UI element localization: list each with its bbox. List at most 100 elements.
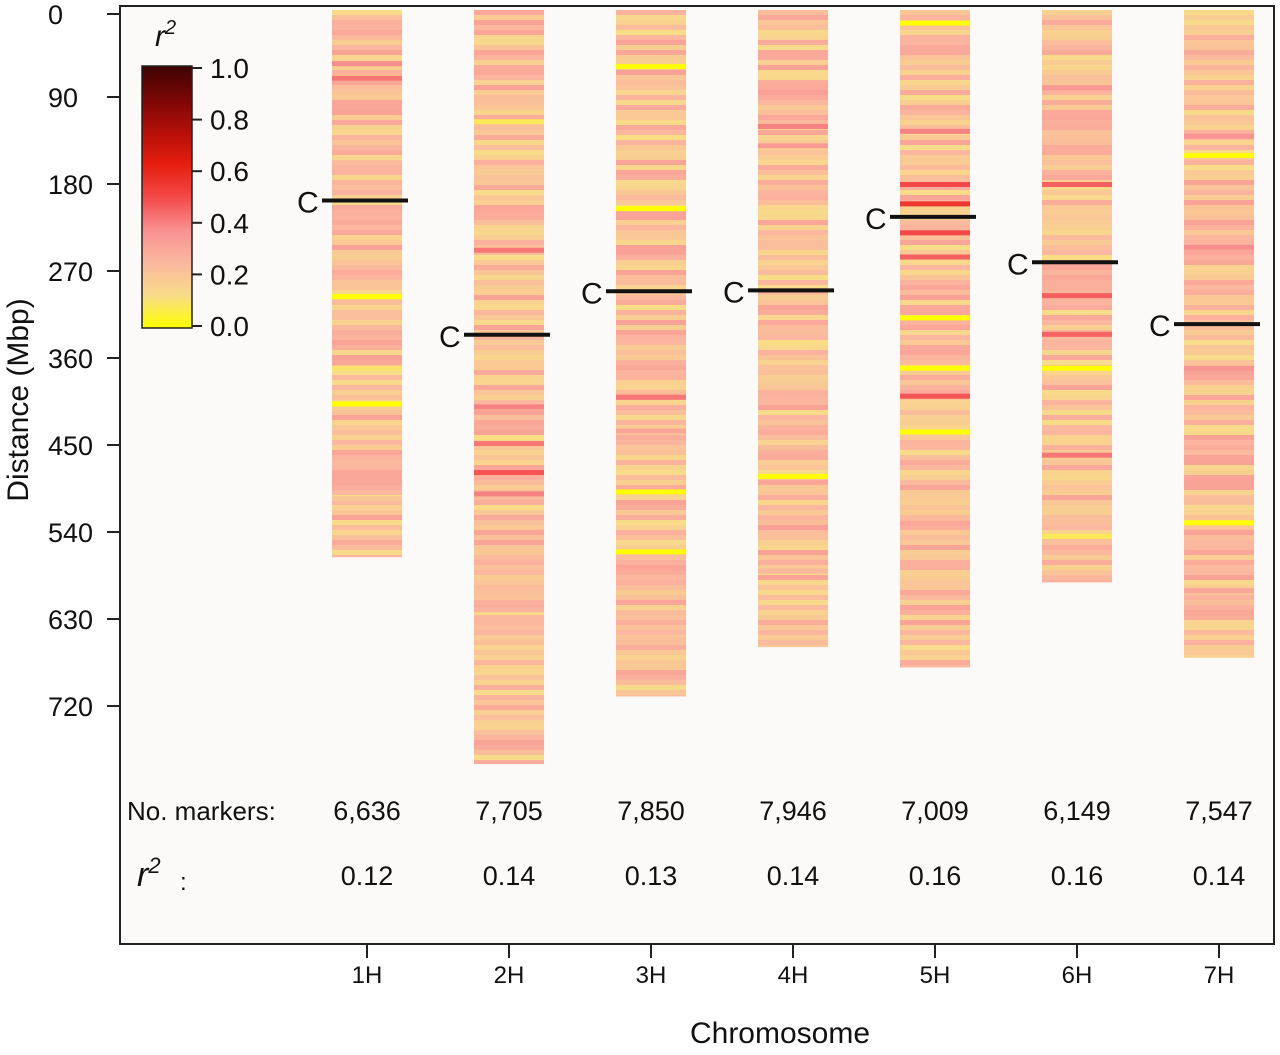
- bar-stripe: [758, 285, 828, 290]
- bar-stripe: [900, 305, 970, 310]
- bar-stripe: [758, 70, 828, 75]
- bar-stripe: [900, 330, 970, 335]
- bar-stripe: [758, 620, 828, 625]
- bar-stripe: [1042, 20, 1112, 25]
- bar-stripe: [758, 445, 828, 450]
- bar-stripe: [332, 430, 402, 435]
- bar-stripe: [616, 470, 686, 475]
- bar-stripe: [332, 15, 402, 20]
- ld-band: [1184, 153, 1254, 159]
- ld-band: [900, 429, 970, 435]
- bar-stripe: [1042, 480, 1112, 485]
- bar-stripe: [332, 260, 402, 265]
- bar-stripe: [900, 470, 970, 475]
- bar-stripe: [332, 175, 402, 180]
- bar-stripe: [474, 190, 544, 195]
- bar-stripe: [1184, 470, 1254, 475]
- bar-stripe: [332, 345, 402, 350]
- bar-stripe: [332, 70, 402, 75]
- bar-stripe: [758, 155, 828, 160]
- bar-stripe: [332, 405, 402, 410]
- bar-stripe: [758, 595, 828, 600]
- bar-stripe: [332, 335, 402, 340]
- bar-stripe: [1042, 430, 1112, 435]
- bar-stripe: [332, 355, 402, 360]
- bar-stripe: [1042, 445, 1112, 450]
- bar-stripe: [1184, 275, 1254, 280]
- bar-stripe: [474, 465, 544, 470]
- x-axis: 1H 2H 3H 4H 5H 6H 7H: [352, 944, 1234, 989]
- bar-stripe: [900, 120, 970, 125]
- bar-stripe: [616, 100, 686, 105]
- bar-stripe: [474, 500, 544, 505]
- bar-stripe: [474, 200, 544, 205]
- bar-stripe: [1184, 600, 1254, 605]
- bar-stripe: [1042, 30, 1112, 35]
- bar-stripe: [616, 30, 686, 35]
- bar-stripe: [900, 60, 970, 65]
- bar-stripe: [1042, 510, 1112, 515]
- bar-stripe: [474, 260, 544, 265]
- bar-stripe: [1184, 395, 1254, 400]
- bar-stripe: [1042, 210, 1112, 215]
- bar-stripe: [616, 335, 686, 340]
- bar-stripe: [616, 540, 686, 545]
- bar-stripe: [332, 480, 402, 485]
- bar-stripe: [1184, 85, 1254, 90]
- bar-stripe: [332, 455, 402, 460]
- bar-stripe: [900, 380, 970, 385]
- bar-stripe: [900, 90, 970, 95]
- bar-stripe: [332, 40, 402, 45]
- bar-stripe: [616, 365, 686, 370]
- bar-stripe: [474, 180, 544, 185]
- bar-stripe: [900, 400, 970, 405]
- ld-band: [1184, 133, 1254, 139]
- bar-stripe: [1184, 70, 1254, 75]
- bar-stripe: [474, 725, 544, 730]
- bar-stripe: [616, 455, 686, 460]
- y-tick-label: 360: [48, 344, 93, 374]
- bar-stripe: [332, 135, 402, 140]
- bar-stripe: [474, 670, 544, 675]
- legend-tick-label: 0.8: [210, 105, 249, 136]
- bar-stripe: [1042, 115, 1112, 120]
- bar-stripe: [474, 75, 544, 80]
- bar-stripe: [758, 380, 828, 385]
- bar-stripe: [900, 210, 970, 215]
- bar-stripe: [616, 355, 686, 360]
- bar-stripe: [332, 540, 402, 545]
- bar-stripe: [332, 435, 402, 440]
- ld-band: [900, 315, 970, 321]
- bar-stripe: [758, 160, 828, 165]
- bar-stripe: [616, 215, 686, 220]
- bar-stripe: [474, 105, 544, 110]
- bar-stripe: [616, 610, 686, 615]
- bar-stripe: [474, 480, 544, 485]
- marker-count-1H: 6,636: [333, 796, 401, 826]
- bar-stripe: [616, 370, 686, 375]
- bar-stripe: [1184, 505, 1254, 510]
- bar-stripe: [1184, 45, 1254, 50]
- ld-band: [616, 249, 686, 255]
- bar-stripe: [332, 225, 402, 230]
- bar-stripe: [1042, 195, 1112, 200]
- bar-stripe: [1042, 390, 1112, 395]
- bar-stripe: [758, 365, 828, 370]
- centromere-markers: C C C C C C C: [297, 186, 1260, 354]
- bar-stripe: [616, 505, 686, 510]
- bar-stripe: [474, 45, 544, 50]
- bar-stripe: [616, 415, 686, 420]
- bar-stripe: [616, 220, 686, 225]
- bar-stripe: [332, 305, 402, 310]
- bar-stripe: [474, 665, 544, 670]
- bar-stripe: [474, 115, 544, 120]
- bar-stripe: [1042, 545, 1112, 550]
- bar-stripe: [474, 455, 544, 460]
- bar-stripe: [616, 575, 686, 580]
- bar-stripe: [1042, 35, 1112, 40]
- bar-stripe: [474, 220, 544, 225]
- bar-stripe: [900, 165, 970, 170]
- bar-stripe: [900, 270, 970, 275]
- bar-stripe: [1184, 390, 1254, 395]
- bar-stripe: [616, 70, 686, 75]
